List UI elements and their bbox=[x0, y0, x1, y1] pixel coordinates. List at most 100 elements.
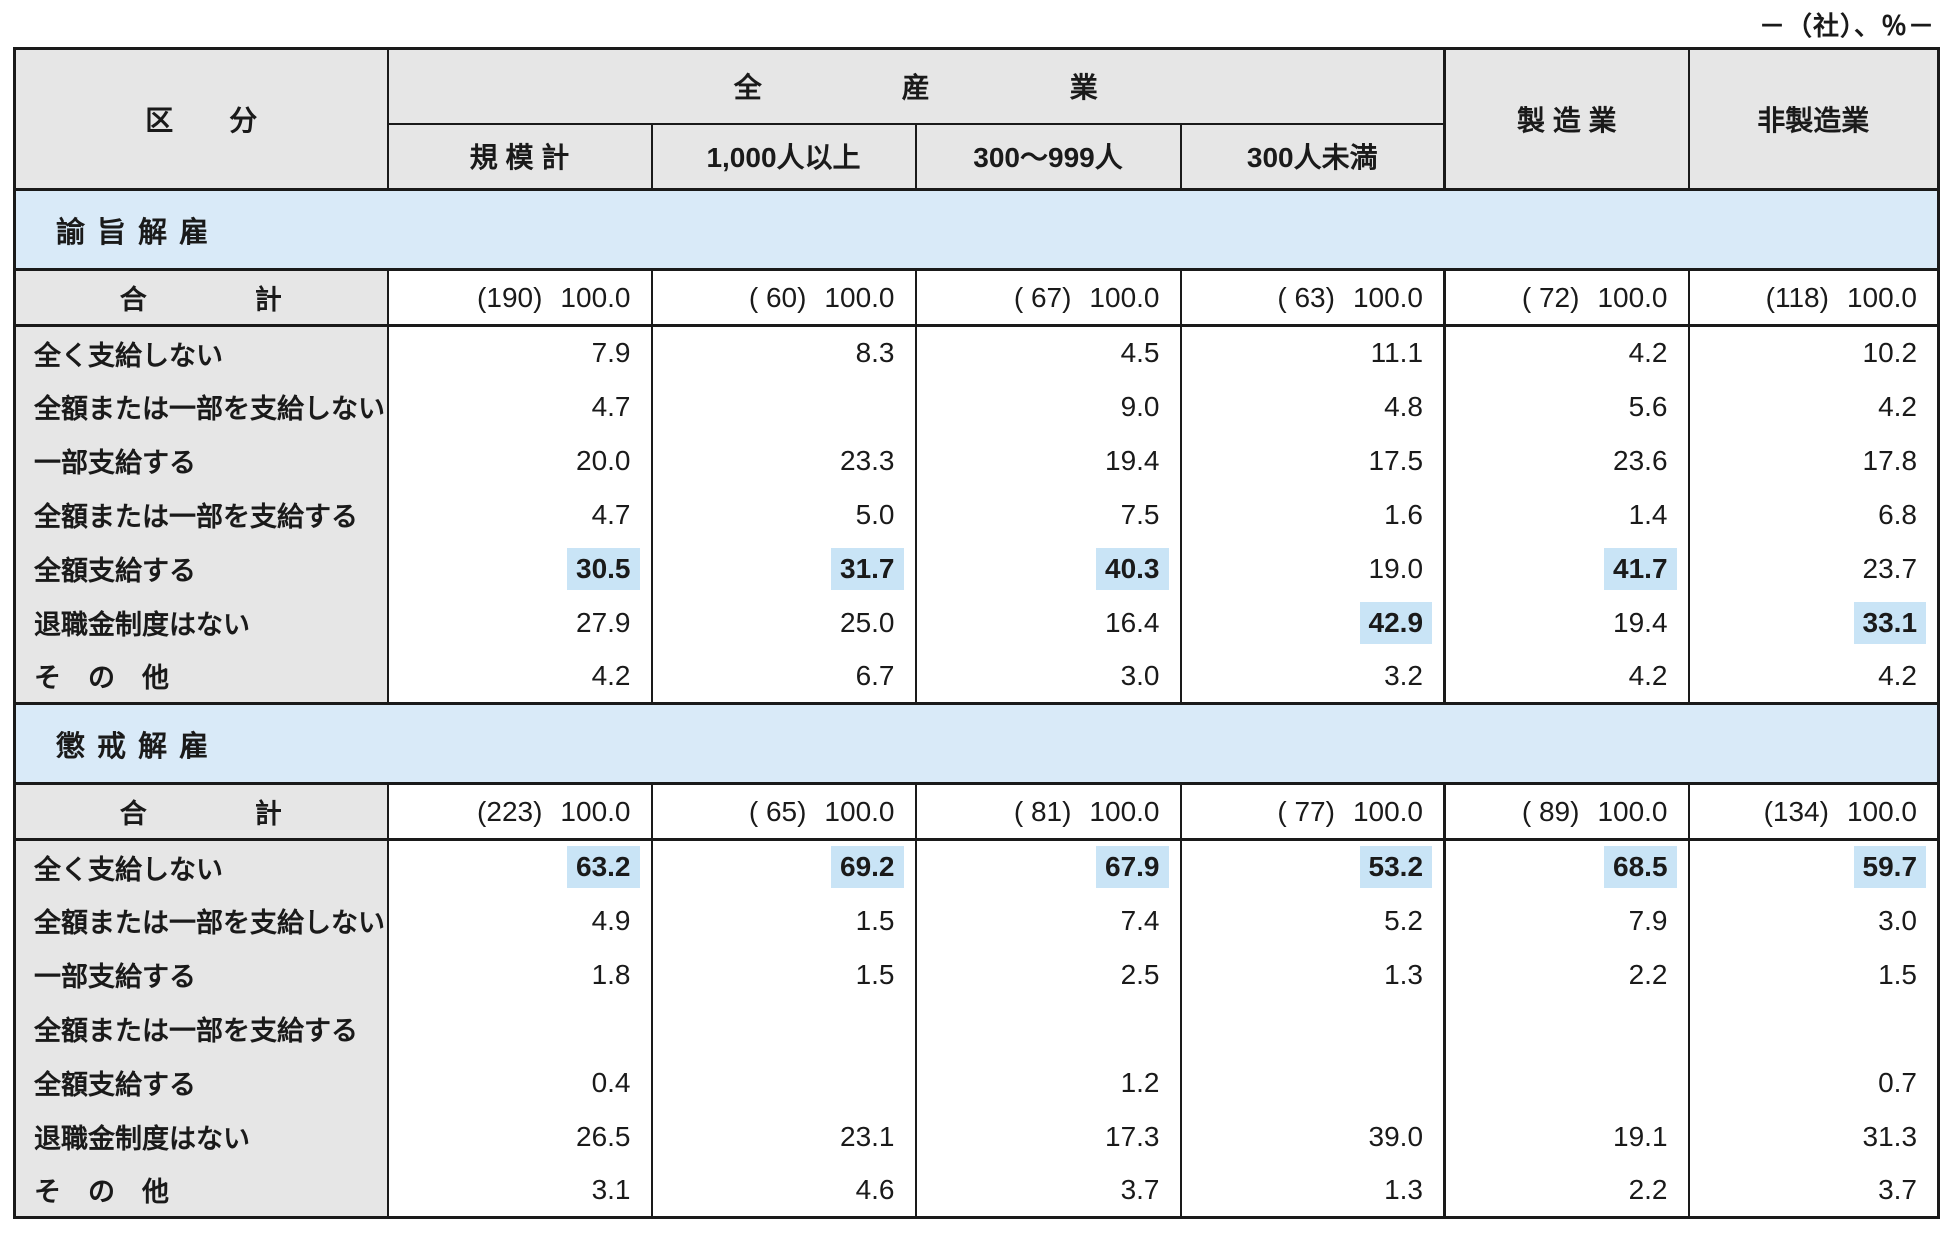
value-cell: 4.9 bbox=[386, 893, 653, 948]
value-cell: 7.9 bbox=[1443, 893, 1690, 948]
header-row-sizes: 規 模 計 1,000人以上 300〜999人 300人未満 bbox=[15, 123, 1939, 191]
company-count: ( 63) bbox=[1277, 281, 1335, 313]
table-row: 全く支給しない 7.9 8.3 4.5 11.1 4.2 10.2 bbox=[13, 325, 1940, 380]
company-count: (190) bbox=[477, 281, 543, 313]
total-percent: 100.0 bbox=[560, 795, 631, 827]
total-cell: ( 72) 100.0 bbox=[1443, 269, 1690, 327]
value-cell: 5.2 bbox=[1179, 893, 1446, 948]
total-percent: 100.0 bbox=[1089, 281, 1160, 313]
value-cell: 16.4 bbox=[914, 595, 1182, 650]
row-label: 一部支給する bbox=[13, 433, 389, 488]
value-cell: 7.9 bbox=[386, 325, 653, 380]
total-cell: (223) 100.0 bbox=[386, 783, 653, 841]
column-header-all-industries: 全 産 業 bbox=[386, 48, 1446, 125]
total-row: 合 計 (190) 100.0 ( 60) 100.0 ( 67) 100.0 ( 6… bbox=[13, 269, 1940, 327]
total-percent: 100.0 bbox=[1089, 795, 1160, 827]
value-cell: 1.8 bbox=[386, 947, 653, 1002]
table-row: 一部支給する 1.8 1.5 2.5 1.3 2.2 1.5 bbox=[13, 947, 1940, 1002]
value-cell: 6.8 bbox=[1687, 487, 1940, 542]
value-cell bbox=[650, 379, 917, 434]
value-cell: 40.3 bbox=[914, 541, 1182, 596]
unit-note: －（社）、％－ bbox=[1758, 11, 1935, 41]
total-percent: 100.0 bbox=[824, 281, 895, 313]
value-cell: 31.7 bbox=[650, 541, 917, 596]
value-cell: 1.2 bbox=[914, 1055, 1182, 1110]
value-cell: 19.0 bbox=[1179, 541, 1446, 596]
value-cell: 59.7 bbox=[1687, 839, 1940, 894]
total-percent: 100.0 bbox=[1352, 795, 1424, 827]
value-cell: 63.2 bbox=[386, 839, 653, 894]
column-header-manufacturing: 製 造 業 bbox=[1443, 48, 1690, 190]
survey-table: 区 分 全 産 業 製 造 業 非製造業 規 模 計 1,000人以上 300〜… bbox=[13, 47, 1941, 1219]
total-cell: ( 77) 100.0 bbox=[1179, 783, 1446, 841]
value-cell: 4.2 bbox=[1687, 379, 1940, 434]
value-cell: 0.7 bbox=[1687, 1055, 1940, 1110]
row-label: 一部支給する bbox=[13, 947, 389, 1002]
value-cell: 3.1 bbox=[386, 1163, 653, 1218]
value-cell: 5.6 bbox=[1443, 379, 1690, 434]
value-cell: 2.5 bbox=[914, 947, 1182, 1002]
value-cell: 23.7 bbox=[1687, 541, 1940, 596]
row-label: 全額または一部を支給する bbox=[13, 487, 389, 542]
column-header-size-300-999: 300〜999人 bbox=[914, 123, 1182, 191]
total-cell: ( 89) 100.0 bbox=[1443, 783, 1690, 841]
row-label: 全額または一部を支給しない bbox=[13, 379, 389, 434]
row-label: そ の 他 bbox=[13, 649, 389, 704]
value-cell: 27.9 bbox=[386, 595, 653, 650]
company-count: ( 65) bbox=[748, 795, 807, 827]
row-label: 退職金制度はない bbox=[13, 1109, 389, 1164]
value-cell: 68.5 bbox=[1443, 839, 1690, 894]
total-percent: 100.0 bbox=[824, 795, 895, 827]
value-cell: 10.2 bbox=[1687, 325, 1940, 380]
value-cell bbox=[1443, 1001, 1690, 1056]
total-percent: 100.0 bbox=[560, 281, 631, 313]
total-label: 合 計 bbox=[13, 269, 389, 327]
table-row: 退職金制度はない 26.5 23.1 17.3 39.0 19.1 31.3 bbox=[13, 1109, 1940, 1164]
value-cell bbox=[914, 1001, 1182, 1056]
value-cell: 4.2 bbox=[386, 649, 653, 704]
table-row: 全額または一部を支給する bbox=[13, 1001, 1940, 1056]
value-cell: 17.8 bbox=[1687, 433, 1940, 488]
value-cell: 4.7 bbox=[386, 379, 653, 434]
total-row: 合 計 (223) 100.0 ( 65) 100.0 ( 81) 100.0 ( 7… bbox=[13, 783, 1940, 841]
row-label: 全額支給する bbox=[13, 541, 389, 596]
value-cell bbox=[1443, 1055, 1690, 1110]
total-cell: ( 67) 100.0 bbox=[914, 269, 1182, 327]
total-percent: 100.0 bbox=[1597, 281, 1668, 313]
value-cell: 25.0 bbox=[650, 595, 917, 650]
row-label: 全く支給しない bbox=[13, 325, 389, 380]
value-cell: 19.4 bbox=[914, 433, 1182, 488]
table-row: そ の 他 4.2 6.7 3.0 3.2 4.2 4.2 bbox=[13, 649, 1940, 704]
value-cell: 1.5 bbox=[1687, 947, 1940, 1002]
value-cell: 17.3 bbox=[914, 1109, 1182, 1164]
value-cell: 5.0 bbox=[650, 487, 917, 542]
total-cell: (190) 100.0 bbox=[386, 269, 653, 327]
value-cell: 33.1 bbox=[1687, 595, 1940, 650]
value-cell: 20.0 bbox=[386, 433, 653, 488]
company-count: ( 89) bbox=[1521, 795, 1580, 827]
table-row: 全額支給する 30.5 31.7 40.3 19.0 41.7 23.7 bbox=[13, 541, 1940, 596]
value-cell bbox=[1179, 1055, 1446, 1110]
value-cell: 3.0 bbox=[914, 649, 1182, 704]
value-cell: 4.5 bbox=[914, 325, 1182, 380]
value-cell: 23.6 bbox=[1443, 433, 1690, 488]
table-row: 全額支給する 0.4 1.2 0.7 bbox=[13, 1055, 1940, 1110]
value-cell: 42.9 bbox=[1179, 595, 1446, 650]
value-cell: 11.1 bbox=[1179, 325, 1446, 380]
column-header-category: 区 分 bbox=[13, 48, 389, 190]
value-cell: 26.5 bbox=[386, 1109, 653, 1164]
value-cell: 1.5 bbox=[650, 947, 917, 1002]
value-cell: 4.2 bbox=[1443, 325, 1690, 380]
value-cell: 7.5 bbox=[914, 487, 1182, 542]
value-cell: 17.5 bbox=[1179, 433, 1446, 488]
company-count: ( 77) bbox=[1277, 795, 1335, 827]
value-cell: 23.1 bbox=[650, 1109, 917, 1164]
row-label: そ の 他 bbox=[13, 1163, 389, 1218]
column-header-size-1000-plus: 1,000人以上 bbox=[650, 123, 917, 191]
row-label: 全額または一部を支給する bbox=[13, 1001, 389, 1056]
value-cell bbox=[650, 1001, 917, 1056]
company-count: (223) bbox=[477, 795, 543, 827]
value-cell: 4.8 bbox=[1179, 379, 1446, 434]
table-row: そ の 他 3.1 4.6 3.7 1.3 2.2 3.7 bbox=[13, 1163, 1940, 1218]
total-cell: ( 81) 100.0 bbox=[914, 783, 1182, 841]
